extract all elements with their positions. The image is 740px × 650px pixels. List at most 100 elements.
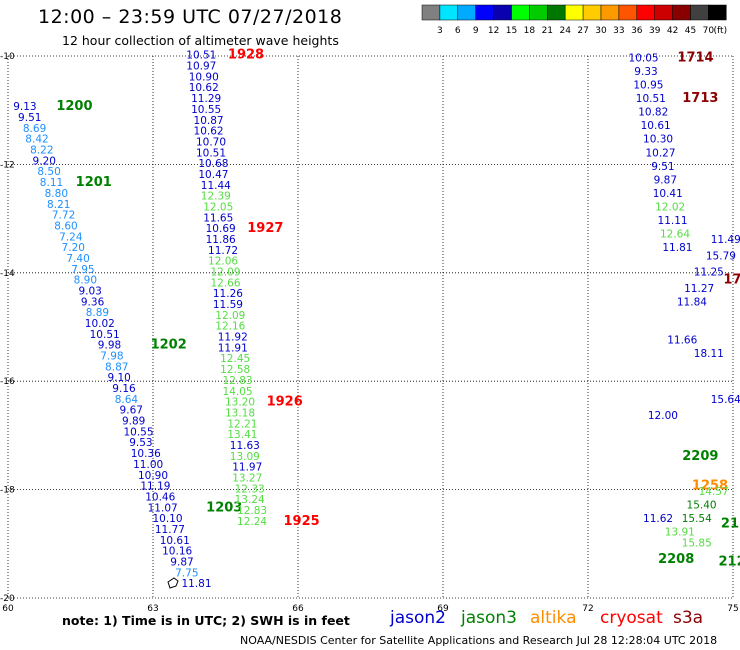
wave-height-value: 8.80 [45, 188, 68, 200]
wave-height-value: 10.61 [160, 535, 190, 547]
legend-jason2: jason2 [390, 608, 446, 628]
wave-height-value: 12.58 [220, 364, 250, 376]
track-time-label: 1926 [267, 395, 303, 410]
scale-tick-label: 24 [559, 26, 571, 36]
wave-height-value: 8.90 [74, 275, 97, 287]
y-tick-label: -10 [0, 52, 15, 62]
track-time-label: 1200 [56, 99, 92, 114]
scale-tick-label: 15 [506, 26, 517, 36]
wave-height-value: 11.29 [191, 93, 221, 105]
scale-tick-label: 70 [703, 26, 715, 36]
wave-height-value: 12.21 [227, 418, 257, 430]
wave-height-value: 9.87 [654, 174, 677, 186]
wave-height-value: 11.49 [711, 234, 740, 246]
wave-height-value: 10.02 [85, 318, 115, 330]
wave-height-value: 14.57 [699, 486, 729, 498]
wave-height-value: 15.79 [706, 250, 736, 262]
track-time-label: 1202 [151, 338, 187, 353]
wave-height-value: 12.16 [215, 321, 245, 333]
wave-height-value: 9.51 [651, 161, 674, 173]
scale-tick-label: 6 [455, 26, 461, 36]
wave-height-value: 12.06 [208, 256, 238, 268]
scale-tick-label: 12 [488, 26, 499, 36]
wave-height-value: 12.09 [215, 310, 245, 322]
x-tick-label: 66 [292, 604, 304, 614]
wave-height-value: 13.41 [227, 429, 257, 441]
wave-height-value: 15.64 [711, 394, 740, 406]
wave-height-value: 8.60 [54, 220, 77, 232]
wave-height-value: 9.13 [13, 101, 36, 113]
wave-height-value: 9.51 [18, 112, 41, 124]
wave-height-value: 10.51 [186, 50, 216, 62]
wave-height-value: 10.82 [638, 107, 668, 119]
track-time-label: 1201 [76, 175, 112, 190]
scale-tick-label: 39 [649, 26, 661, 36]
y-tick-label: -20 [0, 594, 15, 604]
wave-height-value: 13.18 [225, 407, 255, 419]
wave-height-value: 8.42 [25, 134, 48, 146]
wave-height-value: 11.77 [155, 524, 185, 536]
legend-altika: altika [530, 608, 577, 628]
wave-height-value: 10.51 [90, 329, 120, 341]
wave-height-value: 10.41 [653, 188, 683, 200]
legend-s3a: s3a [673, 608, 704, 628]
wave-height-value: 10.70 [196, 136, 226, 148]
wave-height-value: 9.53 [129, 437, 152, 449]
wave-height-value: 10.30 [643, 134, 673, 146]
wave-height-value: 14.05 [223, 386, 253, 398]
wave-height-value: 10.10 [152, 513, 182, 525]
wave-height-value: 12.24 [237, 516, 267, 528]
wave-height-value: 10.69 [206, 223, 236, 235]
wave-height-value: 8.21 [47, 199, 70, 211]
track-time-label: 1928 [228, 48, 264, 63]
wave-height-value: 18.11 [694, 348, 724, 360]
wave-height-value: 11.26 [213, 288, 243, 300]
track-time-label: 17 [723, 273, 740, 288]
wave-height-value: 10.61 [641, 120, 671, 132]
wave-height-value: 9.03 [78, 285, 101, 297]
wave-height-value: 9.16 [112, 383, 136, 395]
wave-height-value: 8.50 [37, 166, 60, 178]
wave-height-value: 12.00 [648, 410, 678, 422]
wave-height-value: 10.51 [636, 93, 666, 105]
wave-height-value: 10.90 [189, 71, 219, 83]
wave-height-value: 10.62 [194, 126, 224, 138]
wave-height-value: 13.91 [665, 527, 695, 539]
track-time-label: 2122 [719, 554, 740, 569]
wave-height-value: 9.10 [107, 372, 130, 384]
wave-height-value: 10.16 [162, 546, 192, 558]
track-time-label: 2209 [682, 449, 718, 464]
wave-height-value: 9.67 [120, 405, 143, 417]
wave-height-value: 13.24 [235, 494, 265, 506]
wave-height-value: 10.36 [131, 448, 161, 460]
wave-height-value: 11.65 [203, 212, 233, 224]
y-tick-label: -12 [0, 160, 15, 170]
wave-height-value: 11.81 [662, 242, 692, 254]
wave-height-value: 12.83 [223, 375, 253, 387]
wave-height-value: 11.19 [140, 481, 170, 493]
footer-note: note: 1) Time is in UTC; 2) SWH is in fe… [62, 613, 350, 628]
chart-subtitle: 12 hour collection of altimeter wave hei… [62, 33, 339, 48]
y-tick-label: -14 [0, 269, 15, 279]
wave-height-value: 12.83 [237, 505, 267, 517]
x-tick-label: 63 [147, 604, 158, 614]
x-tick-label: 72 [582, 604, 593, 614]
wave-height-value: 7.20 [62, 242, 85, 254]
wave-height-value: 11.62 [643, 513, 673, 525]
wave-height-value: 9.36 [81, 296, 105, 308]
wave-height-value: 9.33 [634, 66, 657, 78]
x-tick-label: 75 [727, 604, 738, 614]
chart-title: 12:00 – 23:59 UTC 07/27/2018 [38, 6, 343, 28]
wave-height-value: 12.45 [220, 353, 250, 365]
wave-height-value: 10.87 [194, 115, 224, 127]
y-tick-label: -18 [0, 486, 15, 496]
wave-height-value: 9.87 [170, 556, 193, 568]
wave-height-value: 10.55 [123, 426, 153, 438]
track-time-label: 1927 [247, 221, 283, 236]
scale-tick-label: 30 [595, 26, 607, 36]
track-time-label: 1925 [284, 514, 320, 529]
track-time-label: 21 [721, 517, 739, 532]
wave-height-value: 12.64 [660, 229, 690, 241]
